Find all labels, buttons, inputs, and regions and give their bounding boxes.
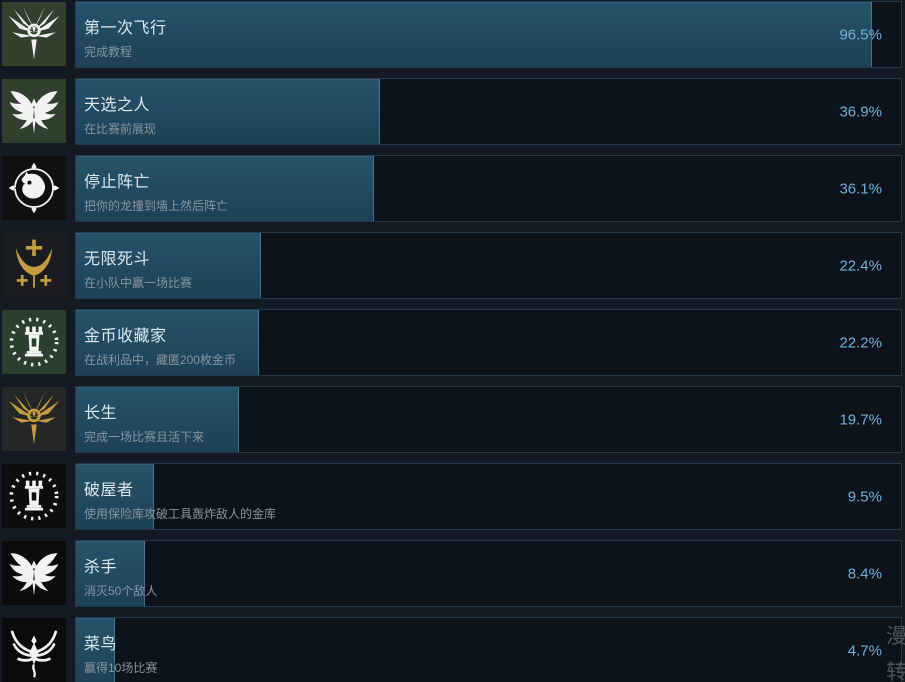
achievement-description: 完成一场比赛且活下来: [84, 430, 205, 444]
achievement-title: 无限死斗: [84, 251, 151, 268]
achievement-description: 在比赛前展现: [84, 122, 157, 136]
achievement-progress-bar: 无限死斗 在小队中赢一场比赛 22.4%: [75, 232, 902, 299]
global-percent: 9.5%: [847, 488, 882, 505]
progress-fill: [76, 156, 374, 221]
progress-fill: [76, 310, 260, 375]
achievement-progress-bar: 破屋者 使用保险库攻破工具轰炸敌人的金库 9.5%: [75, 463, 902, 530]
achievement-title: 停止阵亡: [84, 174, 151, 191]
achievement-description: 在战利品中，藏匿200枚金币: [84, 353, 237, 367]
achievement-description: 赢得10场比赛: [84, 661, 158, 675]
eagle-icon: [2, 79, 66, 143]
progress-fill: [76, 464, 155, 529]
tower-rays-icon: [2, 310, 66, 374]
global-percent: 36.1%: [839, 180, 882, 197]
gold-winged-crest-icon: [2, 387, 66, 451]
achievement-progress-bar: 第一次飞行 完成教程 96.5%: [75, 1, 902, 68]
achievement-row: 无限死斗 在小队中赢一场比赛 22.4%: [2, 232, 902, 299]
achievement-row: 金币收藏家 在战利品中，藏匿200枚金币 22.2%: [2, 309, 902, 376]
achievement-description: 消灭50个敌人: [84, 584, 158, 598]
eagle-icon: [2, 541, 66, 605]
achievement-title: 杀手: [84, 559, 118, 576]
achievement-title: 金币收藏家: [84, 328, 167, 345]
progress-fill: [76, 2, 873, 67]
achievement-description: 完成教程: [84, 45, 133, 59]
global-percent: 19.7%: [839, 411, 882, 428]
progress-fill: [76, 541, 146, 606]
achievement-progress-bar: 菜鸟 赢得10场比赛 4.7%: [75, 617, 902, 682]
watermark-character: 转: [886, 661, 905, 682]
achievement-row: 杀手 消灭50个敌人 8.4%: [2, 540, 902, 607]
achievement-description: 使用保险库攻破工具轰炸敌人的金库: [84, 507, 277, 521]
global-percent: 36.9%: [839, 103, 882, 120]
achievement-title: 第一次飞行: [84, 20, 167, 37]
progress-fill: [76, 233, 261, 298]
phoenix-icon: [2, 618, 66, 682]
dragon-head-icon: [2, 156, 66, 220]
global-percent: 8.4%: [847, 565, 882, 582]
global-percent: 22.2%: [839, 334, 882, 351]
achievement-row: 天选之人 在比赛前展现 36.9%: [2, 78, 902, 145]
achievement-description: 在小队中赢一场比赛: [84, 276, 193, 290]
achievement-row: 停止阵亡 把你的龙撞到墙上然后阵亡 36.1%: [2, 155, 902, 222]
global-percent: 22.4%: [839, 257, 882, 274]
achievement-progress-bar: 金币收藏家 在战利品中，藏匿200枚金币 22.2%: [75, 309, 902, 376]
progress-fill: [76, 387, 239, 452]
achievement-row: 长生 完成一场比赛且活下来 19.7%: [2, 386, 902, 453]
achievement-title: 天选之人: [84, 97, 151, 114]
achievement-progress-bar: 停止阵亡 把你的龙撞到墙上然后阵亡 36.1%: [75, 155, 902, 222]
achievement-title: 菜鸟: [84, 636, 118, 653]
tower-rays-icon: [2, 464, 66, 528]
progress-fill: [76, 618, 115, 682]
achievement-progress-bar: 杀手 消灭50个敌人 8.4%: [75, 540, 902, 607]
global-percent: 96.5%: [839, 26, 882, 43]
winged-crest-icon: [2, 2, 66, 66]
achievement-title: 长生: [84, 405, 118, 422]
global-percent: 4.7%: [847, 642, 882, 659]
achievement-row: 破屋者 使用保险库攻破工具轰炸敌人的金库 9.5%: [2, 463, 902, 530]
achievement-title: 破屋者: [84, 482, 134, 499]
achievement-progress-bar: 天选之人 在比赛前展现 36.9%: [75, 78, 902, 145]
crescent-crosses-icon: [2, 233, 66, 297]
achievement-row: 第一次飞行 完成教程 96.5%: [2, 1, 902, 68]
achievement-row: 菜鸟 赢得10场比赛 4.7%: [2, 617, 902, 682]
achievement-progress-bar: 长生 完成一场比赛且活下来 19.7%: [75, 386, 902, 453]
achievement-description: 把你的龙撞到墙上然后阵亡: [84, 199, 229, 213]
watermark-character: 漫: [886, 625, 905, 648]
progress-fill: [76, 79, 381, 144]
